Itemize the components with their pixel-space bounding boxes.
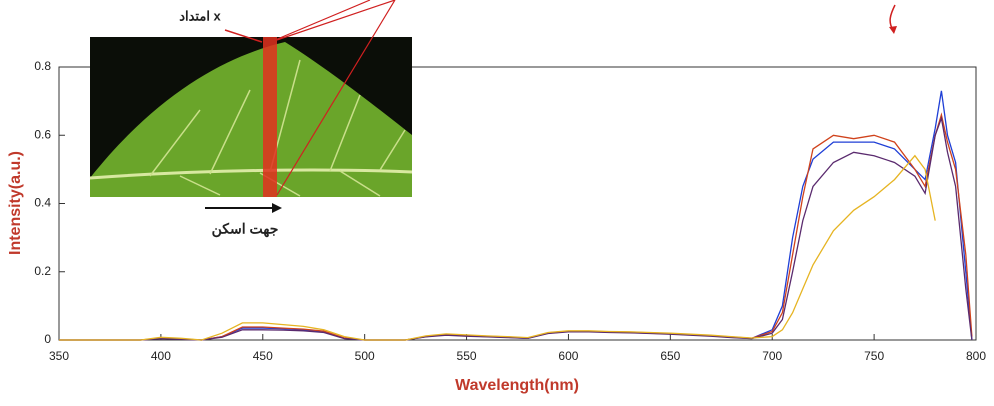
y-tick-label: 0.2: [34, 264, 51, 278]
y-tick-label: 0.8: [34, 59, 51, 73]
x-tick-label: 400: [151, 349, 171, 363]
x-tick-label: 800: [966, 349, 986, 363]
series-line: [59, 115, 973, 341]
x-tick-label: 750: [864, 349, 884, 363]
annotation: امتداد x: [179, 8, 221, 23]
series-line: [59, 154, 936, 341]
x-tick-label: 650: [660, 349, 680, 363]
y-tick-label: 0.6: [34, 127, 51, 141]
x-axis-label: Wavelength(nm): [455, 377, 579, 394]
plot-area: 0 0.2 0.4 0.6 0.8 350 400 450 500 550 600 650 700 750…: [34, 59, 986, 363]
x-tick-label: 450: [253, 349, 273, 363]
annotation: جهت اسکن: [212, 221, 279, 238]
y-tick-label: 0: [44, 332, 51, 346]
y-tick-label: 0.4: [34, 196, 51, 210]
y-axis-label: Intensity(a.u.): [7, 151, 24, 255]
x-tick-label: 350: [49, 349, 69, 363]
x-tick-label: 600: [558, 349, 578, 363]
x-tick-label: 500: [355, 349, 375, 363]
leaf-inset: [89, 0, 897, 213]
x-tick-label: 550: [457, 349, 477, 363]
x-tick-label: 700: [762, 349, 782, 363]
